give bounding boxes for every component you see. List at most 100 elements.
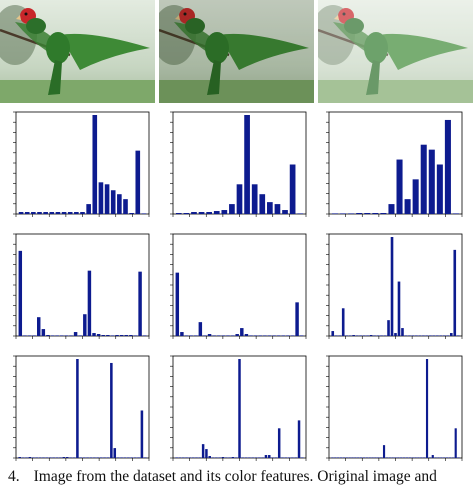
histogram-bar bbox=[341, 308, 345, 336]
histogram-bar bbox=[437, 457, 440, 458]
histogram-bar bbox=[448, 457, 452, 458]
histogram-bar bbox=[62, 457, 66, 458]
histogram-bar bbox=[175, 213, 182, 214]
histogram-bar bbox=[244, 115, 250, 214]
histogram-r2-c0 bbox=[13, 355, 150, 461]
histogram-bar bbox=[276, 335, 281, 336]
histogram-bar bbox=[212, 335, 216, 336]
histogram-bar bbox=[31, 212, 36, 214]
histogram-bar bbox=[356, 213, 363, 214]
histogram-bar bbox=[231, 457, 235, 458]
histogram-r1-c2 bbox=[326, 233, 463, 339]
histogram-bar bbox=[444, 119, 451, 214]
histogram-bar bbox=[175, 272, 180, 336]
histogram-bar bbox=[80, 212, 85, 214]
histogram-bar bbox=[454, 428, 457, 458]
histogram-bar bbox=[55, 457, 59, 458]
histogram-bar bbox=[178, 457, 182, 458]
histogram-bar bbox=[248, 457, 251, 458]
histogram-bar bbox=[225, 457, 228, 458]
histogram-bar bbox=[18, 250, 23, 336]
histogram-bar bbox=[205, 449, 208, 458]
histogram-bar bbox=[348, 213, 355, 214]
histogram-bar bbox=[175, 457, 178, 458]
histogram-bar bbox=[284, 457, 288, 458]
histogram-bar bbox=[52, 457, 55, 458]
histogram-bar bbox=[351, 457, 354, 458]
histogram-bar bbox=[377, 457, 380, 458]
histogram-bar bbox=[141, 213, 147, 214]
histogram-bar bbox=[32, 457, 35, 458]
histogram-bar bbox=[207, 334, 212, 336]
histogram-bar bbox=[432, 335, 436, 336]
histogram-bar bbox=[96, 334, 101, 336]
histogram-bar bbox=[261, 457, 264, 458]
histogram-bar bbox=[415, 335, 418, 336]
histogram-bar bbox=[339, 457, 343, 458]
histogram-bar bbox=[397, 457, 400, 458]
histogram-bar bbox=[299, 335, 304, 336]
histogram-bar bbox=[425, 359, 429, 458]
parrot-eye bbox=[342, 12, 346, 16]
histogram-bar bbox=[457, 457, 460, 458]
parrot-tail bbox=[366, 60, 380, 95]
histogram-bar bbox=[135, 150, 141, 214]
histogram-bar bbox=[281, 457, 284, 458]
histogram-bar bbox=[345, 457, 348, 458]
histogram-bar bbox=[294, 457, 297, 458]
histogram-bar bbox=[345, 335, 348, 336]
histogram-bar bbox=[137, 457, 140, 458]
histogram-bar bbox=[289, 164, 296, 214]
histogram-bar bbox=[123, 199, 128, 214]
histogram-r0-c0 bbox=[13, 111, 150, 217]
photo-grass bbox=[0, 80, 155, 103]
histogram-bar bbox=[213, 211, 220, 214]
histogram-bar bbox=[277, 428, 281, 458]
histogram-bar bbox=[73, 332, 78, 336]
histogram-bar bbox=[18, 457, 21, 458]
histogram-bar bbox=[116, 457, 120, 458]
histogram-bar bbox=[411, 457, 414, 458]
histogram-bar bbox=[96, 457, 100, 458]
histogram-bar bbox=[420, 457, 423, 458]
histogram-bar bbox=[76, 359, 79, 458]
histogram-bar bbox=[64, 335, 69, 336]
histogram-bar bbox=[103, 457, 106, 458]
histogram-bar bbox=[42, 457, 45, 458]
histogram-bar bbox=[144, 457, 147, 458]
histogram-bar bbox=[436, 335, 439, 336]
histogram-bar bbox=[452, 213, 459, 214]
parrot-beak bbox=[175, 15, 180, 20]
plot-frame bbox=[172, 233, 307, 337]
histogram-bar bbox=[352, 335, 355, 336]
histogram-bar bbox=[446, 457, 449, 458]
histogram-bar bbox=[425, 335, 429, 336]
plot-frame bbox=[15, 233, 150, 337]
histogram-bar bbox=[338, 335, 342, 336]
histogram-bar bbox=[89, 457, 93, 458]
histogram-bar bbox=[241, 457, 245, 458]
histogram-bar bbox=[380, 457, 383, 458]
histogram-bar bbox=[414, 457, 417, 458]
histogram-bar bbox=[401, 328, 404, 336]
parrot-tail bbox=[48, 60, 62, 95]
histogram-bar bbox=[208, 456, 211, 458]
histogram-bar bbox=[365, 457, 368, 458]
histogram-bar bbox=[61, 212, 67, 214]
histogram-r2-c2 bbox=[326, 355, 463, 461]
histogram-bar bbox=[254, 457, 258, 458]
histogram-bar bbox=[331, 331, 335, 336]
histogram-bar bbox=[371, 457, 374, 458]
histogram-bar bbox=[113, 448, 117, 458]
histogram-bar bbox=[362, 335, 366, 336]
histogram-bar bbox=[297, 213, 304, 214]
color-feature-histograms bbox=[13, 111, 463, 461]
histogram-bar bbox=[37, 212, 42, 214]
plot-frame bbox=[328, 355, 463, 459]
histogram-bar bbox=[86, 204, 91, 214]
histogram-bar bbox=[86, 457, 89, 458]
histogram-bar bbox=[253, 335, 258, 336]
histogram-bar bbox=[238, 359, 241, 458]
caption-text: Image from the dataset and its color fea… bbox=[33, 468, 437, 485]
histogram-bar bbox=[221, 210, 228, 214]
